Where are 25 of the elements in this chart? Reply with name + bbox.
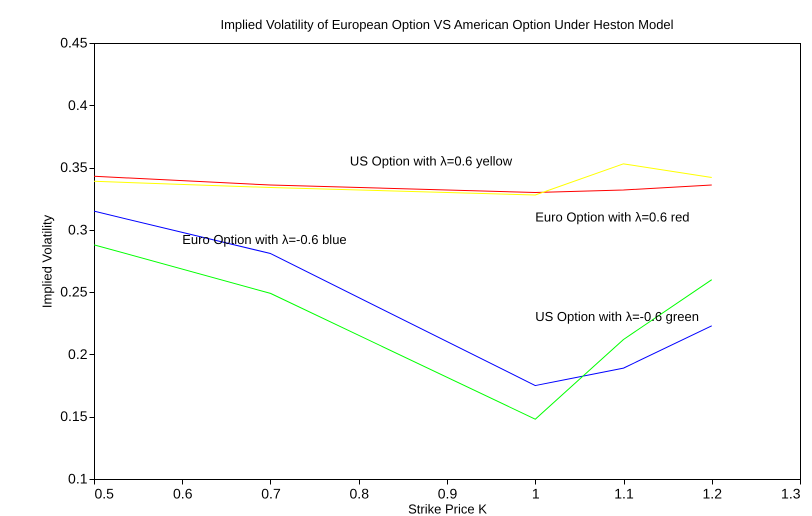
y-tick-label: 0.15 xyxy=(60,408,88,424)
y-tick-label: 0.35 xyxy=(60,159,88,176)
x-tick-label: 1 xyxy=(532,486,540,502)
y-tick-label: 0.3 xyxy=(68,221,88,238)
x-tick-label: 0.5 xyxy=(94,486,114,502)
x-tick-label: 0.6 xyxy=(173,486,193,502)
y-tick-label: 0.1 xyxy=(68,470,88,486)
line-series xyxy=(94,210,712,386)
x-tick-label: 1.2 xyxy=(702,486,722,502)
y-axis-title: Implied Volatility xyxy=(39,214,54,308)
chart-title: Implied Volatility of European Option VS American Option Under Heston Model xyxy=(220,17,674,32)
x-tick-label: 0.9 xyxy=(438,486,458,502)
y-tick-label: 0.4 xyxy=(68,96,88,113)
x-axis-title: Strike Price K xyxy=(408,502,488,516)
x-tick-label: 1.3 xyxy=(781,486,801,502)
x-tick-label: 1.1 xyxy=(614,486,634,502)
x-tick-label: 0.7 xyxy=(261,486,281,502)
annotation: Euro Option with λ=0.6 red xyxy=(535,209,690,224)
annotation: Euro Option with λ=-0.6 blue xyxy=(182,232,347,247)
y-tick-label: 0.25 xyxy=(60,284,88,300)
line-series xyxy=(94,176,712,193)
y-tick-label: 0.2 xyxy=(68,346,88,362)
x-tick-label: 0.8 xyxy=(350,486,370,502)
annotation: US Option with λ=0.6 yellow xyxy=(350,153,513,168)
y-tick-label: 0.45 xyxy=(60,34,88,50)
